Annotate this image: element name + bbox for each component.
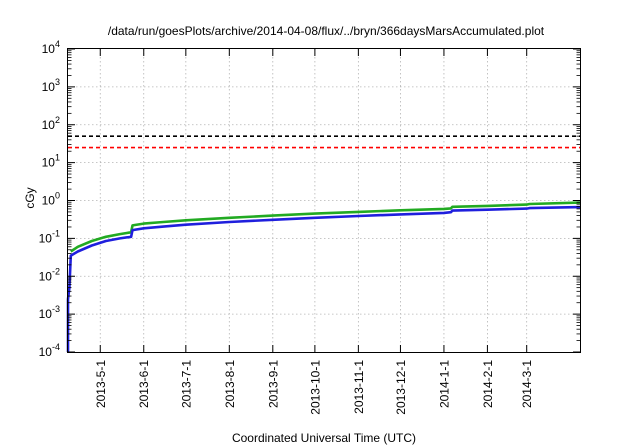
x-tick-label: 2013-5-1 <box>94 360 108 408</box>
x-tick-label: 2014-2-1 <box>481 360 495 408</box>
x-tick-label: 2013-8-1 <box>223 360 237 408</box>
y-axis-label: cGy <box>23 187 37 208</box>
reference-lines <box>68 135 580 149</box>
x-tick-label: 2013-6-1 <box>137 360 151 408</box>
y-tick-label: 10-4 <box>39 342 60 359</box>
y-tick-label: 102 <box>42 115 60 132</box>
x-tick-label: 2013-7-1 <box>179 360 193 408</box>
series-line <box>66 205 581 352</box>
y-tick-label: 100 <box>42 191 60 208</box>
series-line <box>70 201 581 253</box>
x-tick-label: 2014-3-1 <box>520 360 534 408</box>
y-tick-label: 104 <box>42 39 60 56</box>
x-axis-label: Coordinated Universal Time (UTC) <box>232 431 416 445</box>
y-tick-label: 101 <box>42 153 60 170</box>
grid <box>68 49 580 352</box>
chart-title: /data/run/goesPlots/archive/2014-04-08/f… <box>108 24 545 38</box>
y-tick-label: 10-1 <box>39 228 60 245</box>
x-tick-label: 2013-9-1 <box>266 360 280 408</box>
x-tick-label: 2014-1-1 <box>437 360 451 408</box>
y-tick-label: 10-2 <box>39 266 60 283</box>
x-tick-label: 2013-12-1 <box>394 360 408 415</box>
y-tick-label: 103 <box>42 77 60 94</box>
plot-frame <box>67 48 581 353</box>
axis-ticks: 10-4 10-3 10-2 10-1 100 101 102 103 104 2013-5-1 2… <box>39 39 580 415</box>
series-lines <box>66 201 581 352</box>
x-tick-label: 2013-11-1 <box>352 360 366 414</box>
y-tick-label: 10-3 <box>39 304 60 321</box>
x-tick-label: 2013-10-1 <box>308 360 322 415</box>
